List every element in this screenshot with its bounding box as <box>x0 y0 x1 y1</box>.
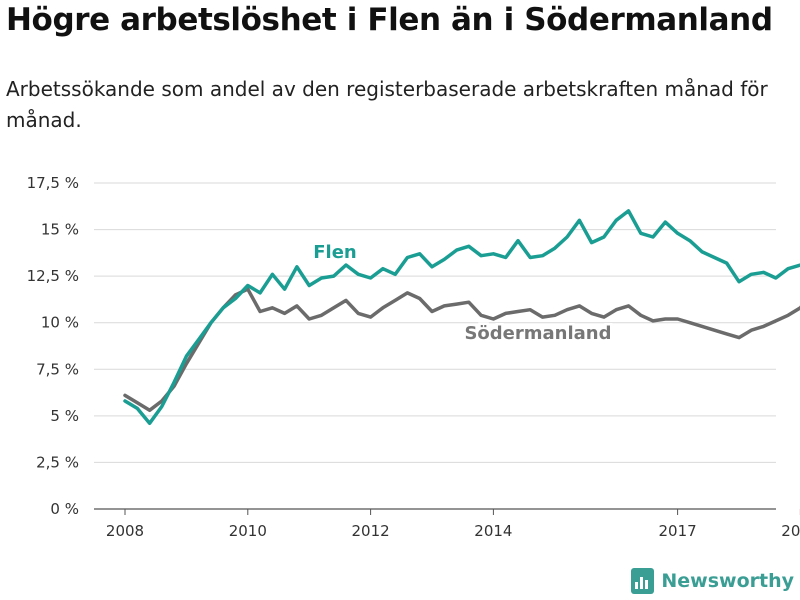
brand-name: Newsworthy <box>661 570 794 592</box>
bar-chart-logo-icon <box>631 568 655 594</box>
x-tick-label: 2014 <box>474 522 512 540</box>
series-line-sodermanland <box>123 287 800 413</box>
x-tick-label: 2008 <box>106 522 144 540</box>
series-label-sodermanland: Södermanland <box>464 323 611 344</box>
y-tick-label: 5 % <box>50 407 79 425</box>
x-tick-label: 2019 <box>781 522 800 540</box>
y-tick-label: 15 % <box>41 221 79 239</box>
y-tick-label: 0 % <box>50 500 79 518</box>
x-tick-label: 2012 <box>352 522 390 540</box>
x-tick-label: 2017 <box>659 522 697 540</box>
series-lines <box>123 209 800 426</box>
chart-subtitle: Arbetssökande som andel av den registerb… <box>6 77 768 132</box>
y-tick-label: 7,5 % <box>36 360 79 378</box>
newsworthy-logo: Newsworthy <box>631 568 794 594</box>
x-tick-label: 2010 <box>229 522 267 540</box>
axes: 0 % 2,5 % 5 % 7,5 % 10 % 12,5 % 15 % 17,5 % 2008… <box>27 174 800 540</box>
chart-title: Högre arbetslöshet i Flen än i Södermanl… <box>6 2 773 38</box>
grid-lines <box>94 182 776 510</box>
y-tick-label: 17,5 % <box>27 174 79 192</box>
series-label-flen: Flen <box>313 242 357 263</box>
y-tick-label: 2,5 % <box>36 453 79 471</box>
series-labels: FlenSödermanland10,3 %8,6 % <box>311 240 614 347</box>
y-tick-label: 12,5 % <box>27 267 79 285</box>
y-tick-label: 10 % <box>41 314 79 332</box>
series-line-flen <box>123 209 800 426</box>
